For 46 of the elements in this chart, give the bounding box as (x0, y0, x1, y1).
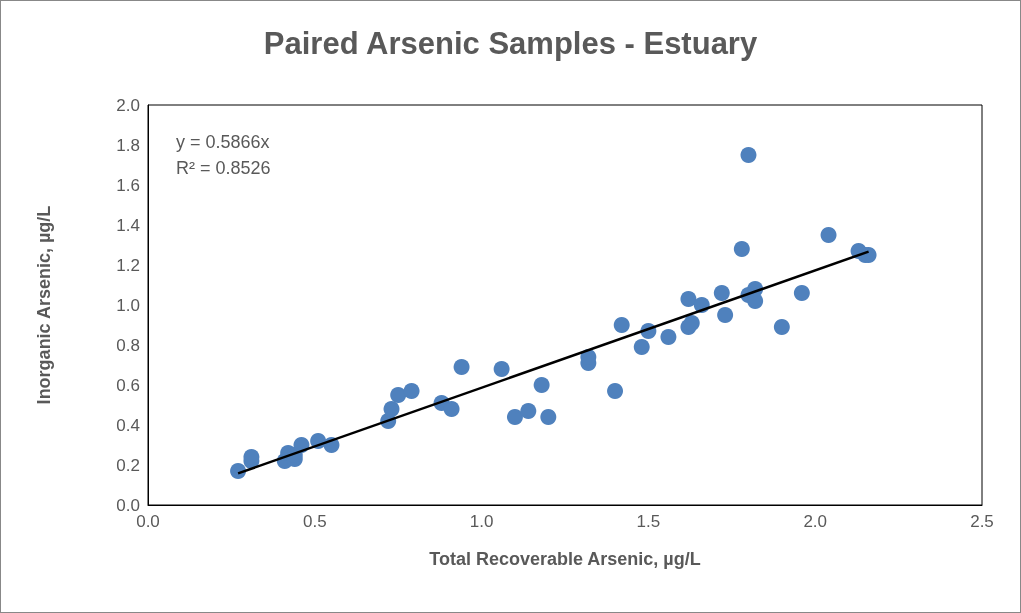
point (740, 147, 757, 163)
x-tick-label: 0.0 (136, 512, 160, 531)
x-tick-label: 1.5 (636, 512, 661, 531)
point (733, 241, 750, 257)
x-tick-label: 1.0 (469, 512, 494, 531)
y-tick-label: 0.2 (116, 455, 140, 475)
point (773, 319, 790, 335)
chart-title: Paired Arsenic Samples - Estuary (263, 26, 758, 61)
point (493, 361, 510, 377)
point (540, 409, 557, 425)
point (633, 339, 650, 355)
point (820, 227, 837, 243)
point (520, 403, 537, 419)
y-tick-label: 1.8 (116, 135, 140, 155)
point (680, 291, 697, 307)
point (390, 387, 407, 403)
y-tick-label: 2.0 (116, 95, 140, 115)
point (713, 285, 730, 301)
y-tick-label: 0.0 (116, 495, 140, 515)
annotation: y = 0.5866x (176, 132, 270, 152)
x-tick-label: 2.5 (970, 512, 994, 531)
point (506, 409, 523, 425)
point (453, 359, 470, 375)
point (747, 293, 764, 309)
y-tick-label: 0.6 (116, 375, 140, 395)
point (403, 383, 420, 399)
point (683, 315, 700, 331)
point (717, 307, 734, 323)
point (613, 317, 630, 333)
y-tick-label: 1.2 (116, 255, 140, 275)
point (660, 329, 677, 345)
point (443, 401, 460, 417)
x-axis-title: Total Recoverable Arsenic, µg/L (429, 549, 701, 569)
point (533, 377, 550, 393)
y-tick-label: 0.8 (116, 335, 140, 355)
y-tick-label: 1.0 (116, 295, 140, 315)
y-tick-label: 0.4 (116, 415, 140, 435)
point (383, 401, 400, 417)
point (793, 285, 810, 301)
x-tick-label: 0.5 (302, 512, 327, 531)
x-tick-label: 2.0 (803, 512, 828, 531)
annotation: R² = 0.8526 (176, 158, 271, 178)
y-tick-label: 1.6 (116, 175, 140, 195)
point (607, 383, 624, 399)
y-tick-label: 1.4 (116, 215, 140, 235)
y-axis-title: Inorganic Arsenic, µg/L (34, 205, 54, 405)
